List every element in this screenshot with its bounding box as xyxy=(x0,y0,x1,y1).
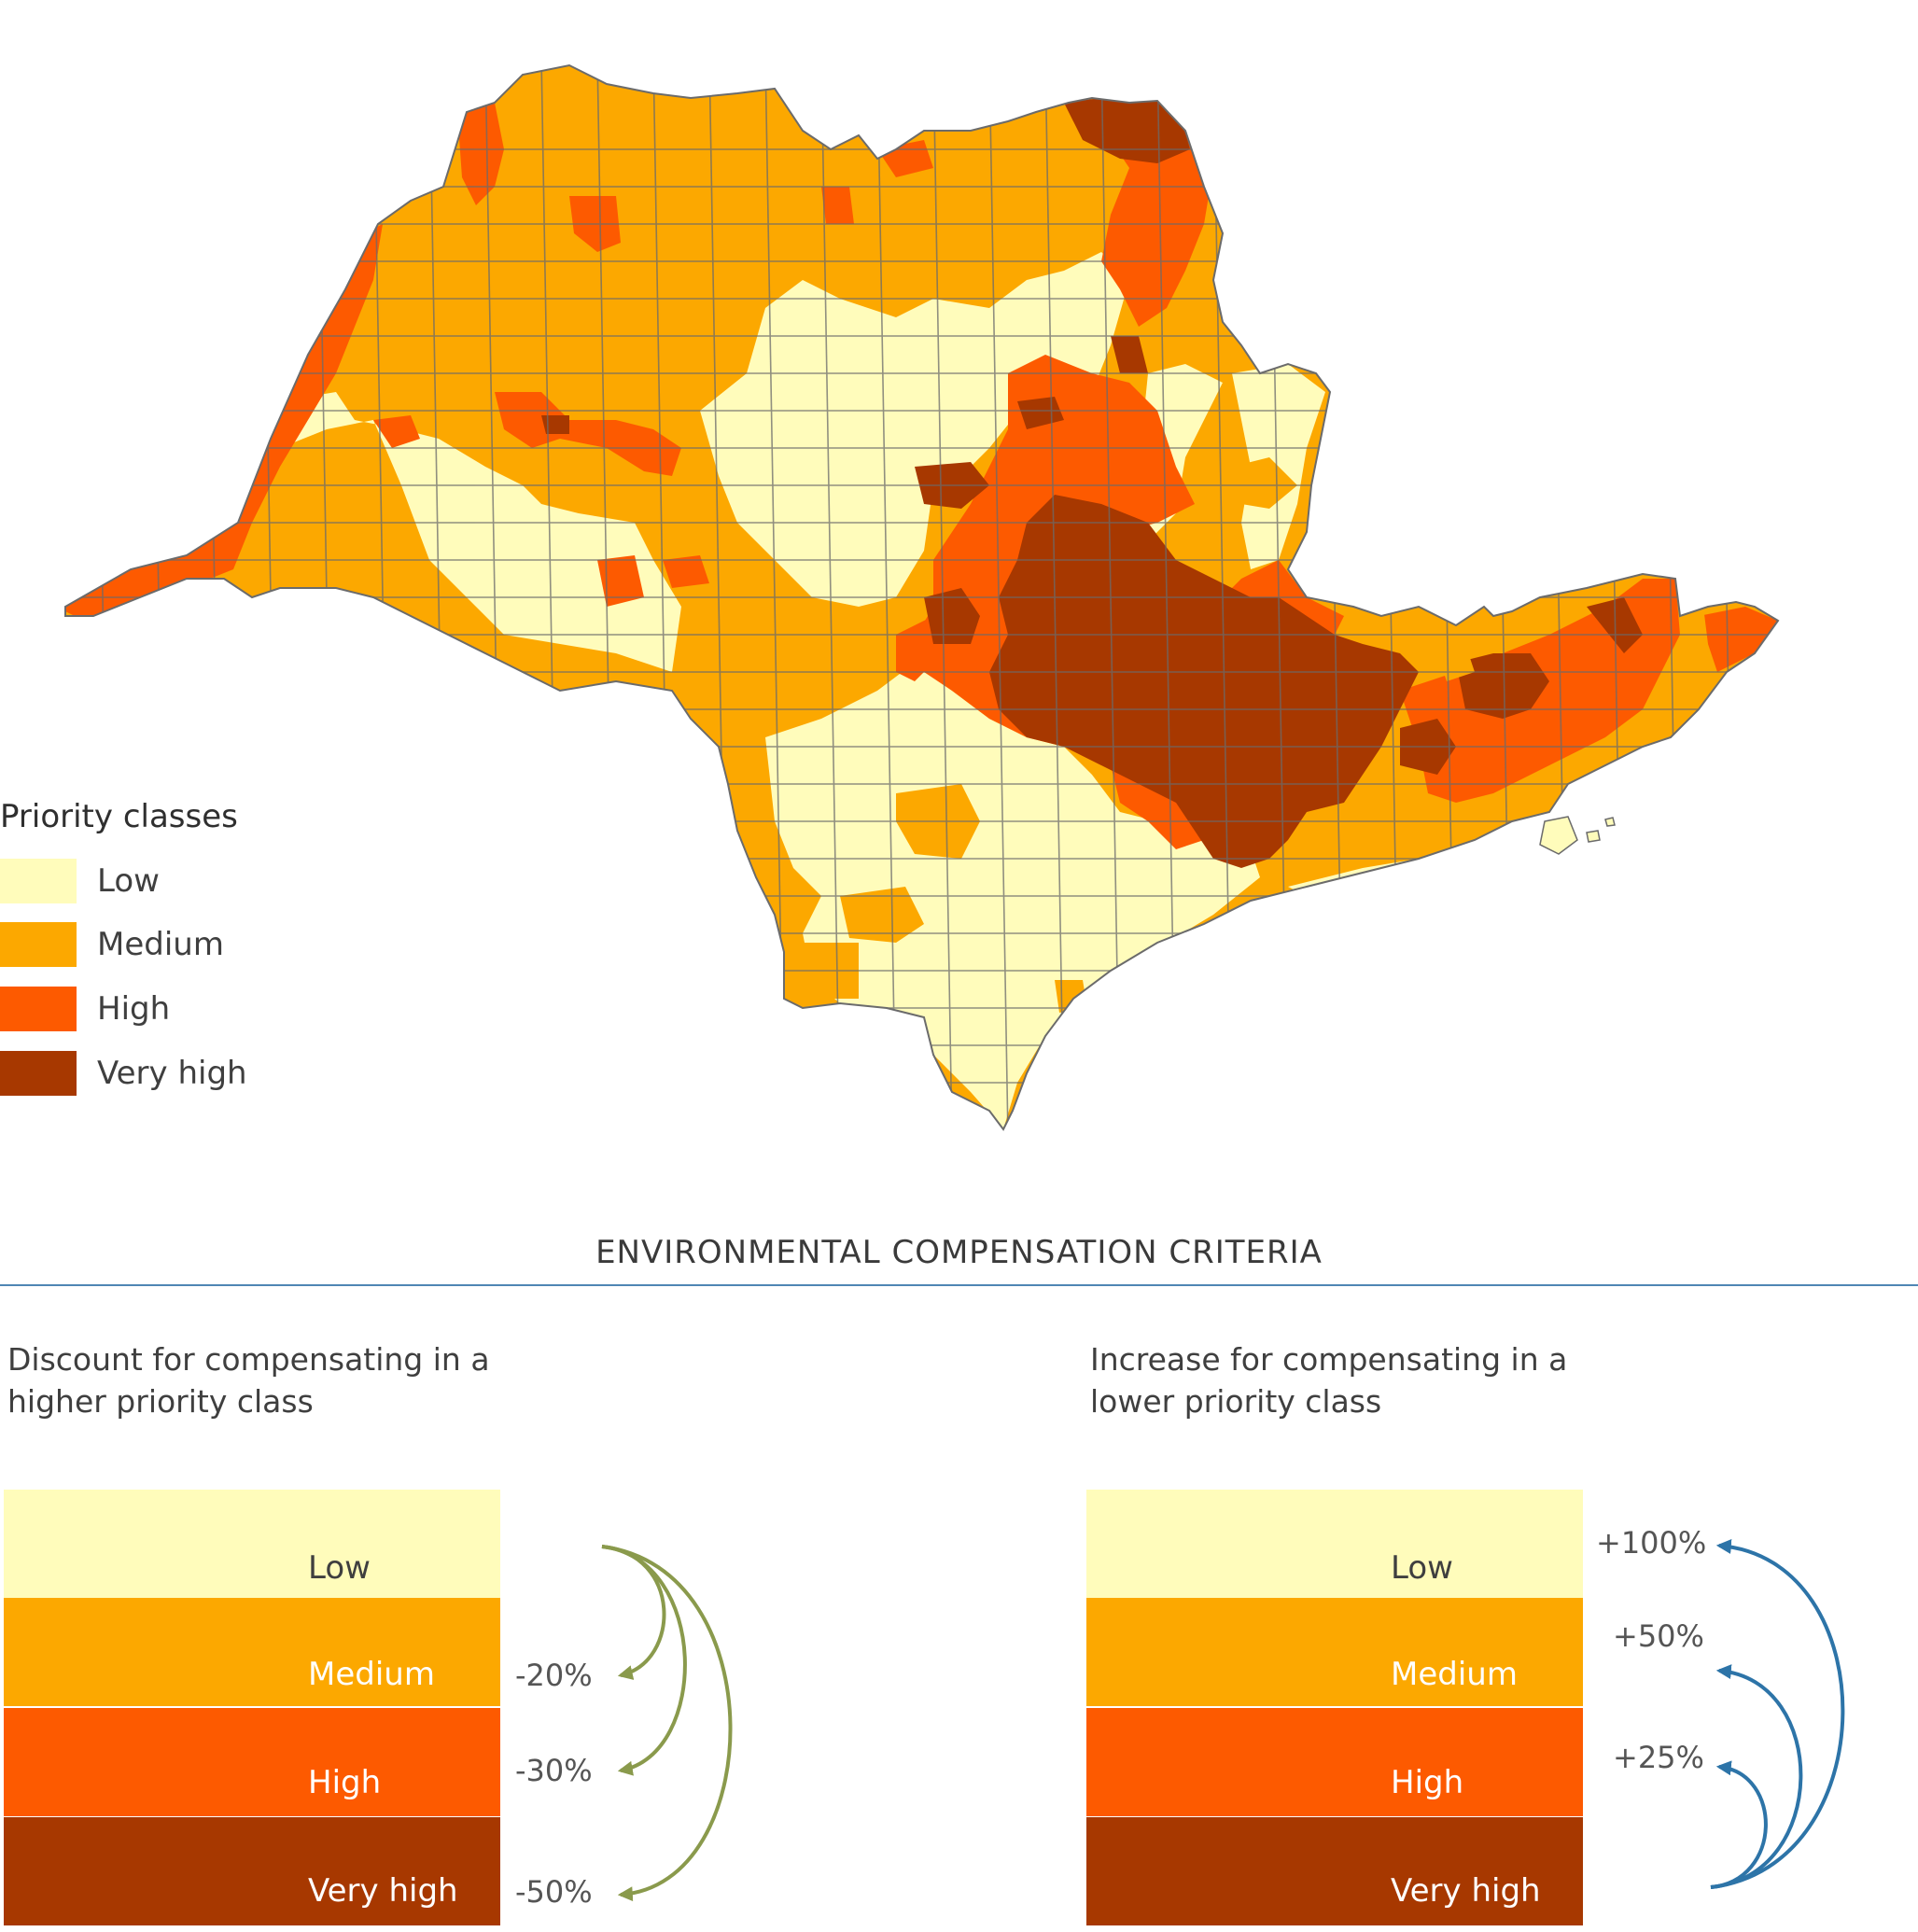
legend-label-very-high: Very high xyxy=(97,1055,247,1092)
section-title: ENVIRONMENTAL COMPENSATION CRITERIA xyxy=(595,1234,1323,1271)
discount-arrow-very-high xyxy=(601,1545,733,1902)
discount-bar-low xyxy=(4,1490,500,1598)
increase-arrow-medium xyxy=(1710,1664,1803,1889)
legend-title: Priority classes xyxy=(0,798,238,835)
increase-label-low: Low xyxy=(1391,1549,1453,1587)
legend-label-high: High xyxy=(97,990,171,1028)
increase-arrow-low xyxy=(1710,1539,1845,1889)
discount-pct-medium: -20% xyxy=(515,1658,593,1693)
discount-bar-medium xyxy=(4,1598,500,1706)
legend-swatch-low xyxy=(0,859,77,903)
discount-label-high: High xyxy=(308,1764,382,1801)
increase-label-medium: Medium xyxy=(1391,1656,1518,1693)
discount-pct-very-high: -50% xyxy=(515,1874,593,1910)
increase-bar-medium xyxy=(1086,1598,1583,1706)
discount-pct-high: -30% xyxy=(515,1753,593,1788)
increase-pct-low: +100% xyxy=(1596,1525,1707,1561)
discount-bar-high xyxy=(4,1708,500,1816)
legend-label-medium: Medium xyxy=(97,926,224,963)
increase-bar-low xyxy=(1086,1490,1583,1598)
discount-bar-very-high xyxy=(4,1817,500,1925)
increase-pct-medium: +50% xyxy=(1613,1618,1704,1654)
discount-label-very-high: Very high xyxy=(308,1872,458,1910)
increase-label-high: High xyxy=(1391,1764,1464,1801)
increase-bar-high xyxy=(1086,1708,1583,1816)
increase-arrow-high xyxy=(1710,1760,1768,1889)
discount-arrow-high xyxy=(601,1545,687,1776)
discount-label-medium: Medium xyxy=(308,1656,435,1693)
legend-swatch-high xyxy=(0,987,77,1031)
discount-heading: Discount for compensating in a higher pr… xyxy=(7,1341,490,1420)
increase-pct-high: +25% xyxy=(1613,1740,1704,1775)
increase-heading: Increase for compensating in a lower pri… xyxy=(1090,1341,1568,1420)
discount-label-low: Low xyxy=(308,1549,371,1587)
sao-paulo-priority-map xyxy=(64,63,1780,1131)
section-divider xyxy=(0,1284,1918,1286)
legend-swatch-very-high xyxy=(0,1051,77,1096)
legend-swatch-medium xyxy=(0,922,77,967)
legend-label-low: Low xyxy=(97,862,160,900)
increase-label-very-high: Very high xyxy=(1391,1872,1541,1910)
increase-bar-very-high xyxy=(1086,1817,1583,1925)
